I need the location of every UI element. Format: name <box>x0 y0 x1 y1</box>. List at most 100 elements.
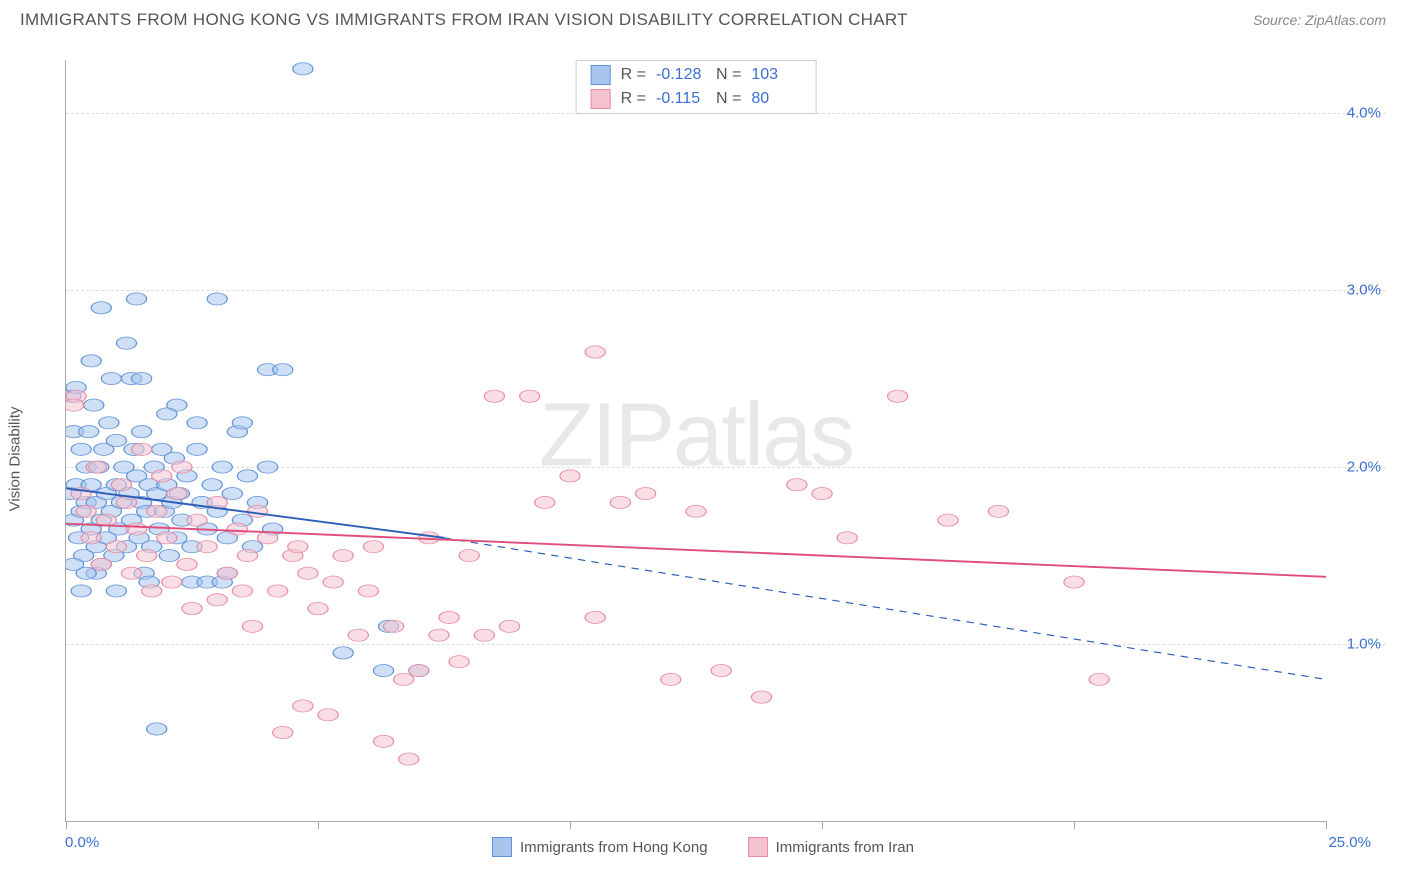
r-label: R = <box>621 66 646 84</box>
scatter-point <box>1064 576 1084 588</box>
r-value-2: -0.115 <box>656 90 706 108</box>
scatter-point <box>399 753 419 765</box>
scatter-point <box>358 585 378 597</box>
scatter-point <box>232 585 252 597</box>
scatter-point <box>661 673 681 685</box>
scatter-point <box>217 567 237 579</box>
scatter-point <box>474 629 494 641</box>
r-label: R = <box>621 90 646 108</box>
scatter-point <box>585 346 605 358</box>
x-tick <box>66 821 67 829</box>
source-prefix: Source: <box>1253 12 1305 28</box>
scatter-point <box>535 496 555 508</box>
x-tick <box>570 821 571 829</box>
y-tick-label: 4.0% <box>1347 105 1381 122</box>
scatter-point <box>91 558 111 570</box>
legend-item-1: Immigrants from Hong Kong <box>492 837 708 857</box>
scatter-point <box>81 532 101 544</box>
chart-header: IMMIGRANTS FROM HONG KONG VS IMMIGRANTS … <box>0 0 1406 30</box>
x-tick <box>318 821 319 829</box>
scatter-point <box>106 585 126 597</box>
scatter-point <box>79 426 99 438</box>
scatter-point <box>938 514 958 526</box>
scatter-point <box>232 417 252 429</box>
scatter-point <box>812 488 832 500</box>
legend-item-2: Immigrants from Iran <box>748 837 914 857</box>
scatter-point <box>373 664 393 676</box>
scatter-svg <box>66 60 1326 821</box>
scatter-point <box>610 496 630 508</box>
scatter-point <box>76 505 96 517</box>
scatter-point <box>988 505 1008 517</box>
swatch-series-2 <box>591 89 611 109</box>
scatter-point <box>298 567 318 579</box>
correlation-legend: R = -0.128 N = 103 R = -0.115 N = 80 <box>576 60 817 114</box>
source-attribution: Source: ZipAtlas.com <box>1253 12 1386 28</box>
scatter-point <box>84 399 104 411</box>
scatter-point <box>101 372 121 384</box>
scatter-point <box>273 364 293 376</box>
scatter-point <box>686 505 706 517</box>
scatter-point <box>560 470 580 482</box>
scatter-point <box>237 470 257 482</box>
scatter-point <box>318 709 338 721</box>
scatter-point <box>91 302 111 314</box>
scatter-point <box>187 417 207 429</box>
scatter-point <box>142 585 162 597</box>
scatter-point <box>132 372 152 384</box>
x-tick <box>822 821 823 829</box>
r-value-1: -0.128 <box>656 66 706 84</box>
scatter-point <box>636 488 656 500</box>
scatter-point <box>273 726 293 738</box>
scatter-point <box>409 664 429 676</box>
scatter-point <box>157 408 177 420</box>
scatter-point <box>394 673 414 685</box>
scatter-point <box>222 488 242 500</box>
n-value-2: 80 <box>751 90 801 108</box>
scatter-point <box>308 603 328 615</box>
scatter-point <box>384 620 404 632</box>
x-tick <box>1074 821 1075 829</box>
scatter-point <box>132 443 152 455</box>
scatter-point <box>116 337 136 349</box>
scatter-point <box>373 735 393 747</box>
scatter-point <box>152 470 172 482</box>
scatter-point <box>293 700 313 712</box>
chart-container: Vision Disability ZIPatlas R = -0.128 N … <box>20 45 1386 872</box>
n-label: N = <box>716 90 741 108</box>
scatter-point <box>837 532 857 544</box>
scatter-point <box>1089 673 1109 685</box>
scatter-point <box>439 611 459 623</box>
scatter-point <box>157 532 177 544</box>
scatter-point <box>333 647 353 659</box>
y-tick-label: 1.0% <box>1347 636 1381 653</box>
scatter-point <box>187 514 207 526</box>
scatter-point <box>126 523 146 535</box>
scatter-point <box>81 355 101 367</box>
scatter-point <box>459 549 479 561</box>
scatter-point <box>147 723 167 735</box>
scatter-point <box>182 603 202 615</box>
scatter-point <box>268 585 288 597</box>
scatter-point <box>348 629 368 641</box>
scatter-point <box>177 558 197 570</box>
scatter-point <box>227 523 247 535</box>
scatter-point <box>429 629 449 641</box>
scatter-point <box>116 496 136 508</box>
n-value-1: 103 <box>751 66 801 84</box>
scatter-point <box>212 461 232 473</box>
scatter-point <box>167 488 187 500</box>
scatter-point <box>333 549 353 561</box>
scatter-point <box>66 399 84 411</box>
scatter-point <box>71 585 91 597</box>
legend-label-1: Immigrants from Hong Kong <box>520 839 708 856</box>
y-tick-label: 2.0% <box>1347 459 1381 476</box>
n-label: N = <box>716 66 741 84</box>
y-axis-label: Vision Disability <box>7 406 24 511</box>
scatter-point <box>711 664 731 676</box>
scatter-point <box>751 691 771 703</box>
source-name: ZipAtlas.com <box>1305 12 1386 28</box>
scatter-point <box>288 541 308 553</box>
scatter-point <box>132 426 152 438</box>
correlation-row-2: R = -0.115 N = 80 <box>591 87 802 111</box>
